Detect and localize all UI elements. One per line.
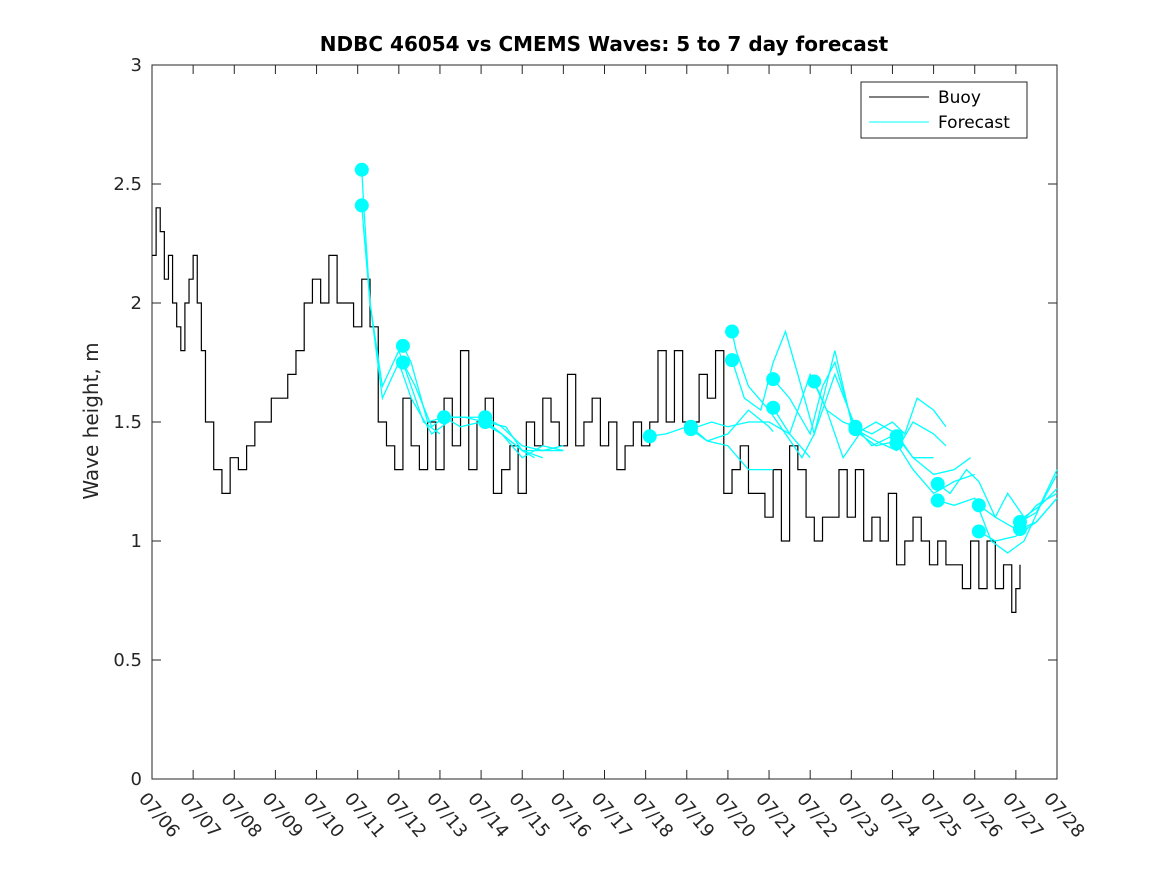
forecast-start-marker-8 (642, 429, 657, 444)
forecast-start-marker-20 (930, 476, 945, 491)
forecast-series-line-11 (731, 331, 857, 459)
forecast-start-marker-2 (354, 198, 369, 213)
forecast-start-marker-15 (807, 374, 822, 389)
forecast-series-line-14 (772, 372, 897, 460)
forecast-series-line-2 (361, 205, 449, 435)
forecast-series-line-4 (402, 362, 564, 452)
forecast-start-marker-25 (1012, 522, 1027, 537)
forecast-series-line-20 (937, 468, 1058, 530)
chart-title: NDBC 46054 vs CMEMS Waves: 5 to 7 day fo… (320, 32, 889, 56)
forecast-start-marker-4 (395, 355, 410, 370)
forecast-start-marker-14 (766, 400, 781, 415)
forecast-series-line-17 (855, 421, 947, 452)
y-tick-label: 0 (131, 769, 142, 790)
forecast-start-marker-13 (766, 372, 781, 387)
forecast-series-line-19 (896, 443, 975, 495)
legend-box (860, 81, 1028, 139)
legend: Buoy Forecast (860, 81, 1028, 139)
forecast-series-line-22 (978, 488, 1058, 519)
y-tick-label: 1 (131, 531, 142, 552)
forecast-series-line-12 (731, 329, 852, 437)
forecast-start-marker-5 (437, 410, 452, 425)
forecast-series-line-13 (772, 360, 897, 436)
forecast-series-line-3 (402, 345, 564, 459)
forecast-series-line-6 (484, 416, 564, 452)
forecast-series-line-21 (937, 474, 1058, 554)
forecast-start-marker-22 (971, 498, 986, 513)
forecast-start-marker-21 (930, 493, 945, 508)
forecast-start-marker-10 (683, 422, 698, 437)
forecast-start-marker-11 (725, 324, 740, 339)
legend-forecast-label: Forecast (938, 113, 1010, 133)
forecast-series-line-16 (855, 397, 947, 436)
forecast-start-marker-19 (889, 436, 904, 451)
forecast-start-marker-1 (354, 162, 369, 177)
y-tick-label: 2.5 (113, 174, 142, 195)
y-tick-label: 3 (131, 55, 142, 76)
axes-box (151, 64, 1058, 780)
plot-area: 00.511.522.5307/0607/0707/0807/0907/1007… (113, 55, 1088, 842)
y-axis-label: Wave height, m (79, 342, 103, 499)
forecast-start-marker-7 (478, 415, 493, 429)
forecast-series-line-9 (690, 426, 774, 471)
y-tick-label: 0.5 (113, 650, 142, 671)
forecast-series-line-8 (649, 409, 774, 442)
y-tick-label: 2 (131, 293, 142, 314)
forecast-series-line-18 (896, 435, 971, 476)
forecast-series-line-7 (484, 421, 535, 459)
y-tick-label: 1.5 (113, 412, 142, 433)
forecast-start-marker-12 (725, 353, 740, 368)
forecast-start-marker-3 (395, 338, 410, 353)
forecast-start-marker-17 (848, 422, 863, 437)
legend-buoy-label: Buoy (938, 88, 981, 108)
forecast-series-line-5 (444, 416, 544, 459)
forecast-start-marker-23 (971, 524, 986, 539)
